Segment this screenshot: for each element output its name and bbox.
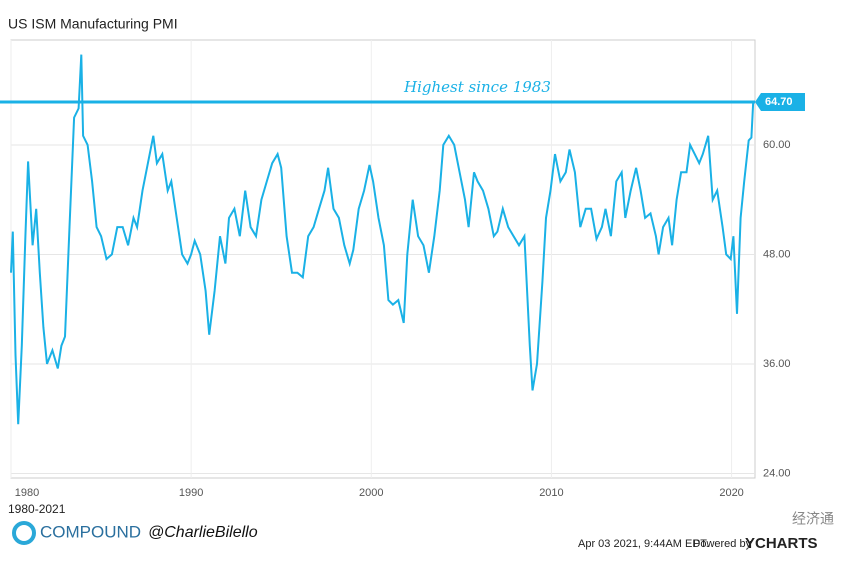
x-tick-label: 2010 <box>539 487 563 499</box>
y-tick-label: 24.00 <box>763 467 791 479</box>
watermark: 经济通 <box>792 511 834 527</box>
source: YCHARTS <box>745 535 818 552</box>
range-label: 1980-2021 <box>8 502 66 516</box>
x-tick-label: 1990 <box>179 487 203 499</box>
plot-frame <box>10 39 756 479</box>
x-tick-label: 2020 <box>719 487 743 499</box>
y-tick-label: 36.00 <box>763 358 791 370</box>
timestamp: Apr 03 2021, 9:44AM EDT. <box>578 538 709 550</box>
annotation: Highest since 1983 <box>403 78 551 96</box>
value-tag-label: 64.70 <box>765 96 793 108</box>
chart-title: US ISM Manufacturing PMI <box>8 16 178 32</box>
x-tick-label: 2000 <box>359 487 383 499</box>
y-tick-label: 48.00 <box>763 248 791 260</box>
handle: @CharlieBilello <box>148 524 258 541</box>
y-tick-label: 60.00 <box>763 139 791 151</box>
logo <box>12 521 36 545</box>
powered-by: Powered by <box>693 538 752 550</box>
brand: COMPOUND <box>40 522 141 541</box>
line <box>10 54 755 425</box>
x-tick-label: 1980 <box>15 487 39 499</box>
value-tag <box>755 93 805 112</box>
